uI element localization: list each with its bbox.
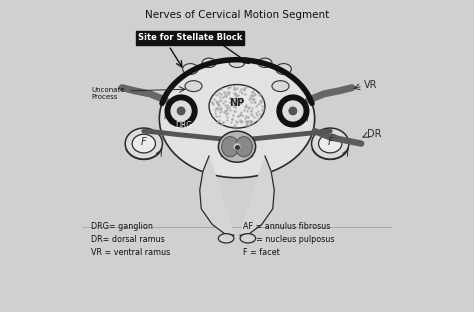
Ellipse shape xyxy=(240,234,255,243)
Text: VR: VR xyxy=(365,80,378,90)
Polygon shape xyxy=(200,156,234,235)
Ellipse shape xyxy=(222,137,239,157)
Ellipse shape xyxy=(159,60,315,178)
Text: NP = nucleus pulposus: NP = nucleus pulposus xyxy=(243,235,335,244)
Text: F: F xyxy=(328,137,333,147)
Ellipse shape xyxy=(182,64,198,75)
Ellipse shape xyxy=(185,81,202,91)
Text: Site for Stellate Block: Site for Stellate Block xyxy=(137,33,242,42)
Text: VR = ventral ramus: VR = ventral ramus xyxy=(91,248,170,257)
Text: Nerves of Cervical Motion Segment: Nerves of Cervical Motion Segment xyxy=(145,10,329,20)
Ellipse shape xyxy=(272,81,289,91)
Text: DRG= ganglion: DRG= ganglion xyxy=(91,222,153,231)
Circle shape xyxy=(277,95,309,126)
Circle shape xyxy=(171,101,191,121)
Circle shape xyxy=(177,107,185,115)
Text: Unconate
Process: Unconate Process xyxy=(91,87,125,100)
Ellipse shape xyxy=(311,128,349,159)
Text: F = facet: F = facet xyxy=(243,248,280,257)
Polygon shape xyxy=(221,154,253,158)
Circle shape xyxy=(283,101,303,121)
Ellipse shape xyxy=(234,143,240,150)
Text: DR= dorsal ramus: DR= dorsal ramus xyxy=(91,235,165,244)
Ellipse shape xyxy=(276,64,292,75)
Ellipse shape xyxy=(219,234,234,243)
Ellipse shape xyxy=(258,58,272,67)
Ellipse shape xyxy=(319,134,342,153)
Ellipse shape xyxy=(202,58,216,67)
Text: AF = annulus fibrosus: AF = annulus fibrosus xyxy=(243,222,330,231)
Text: NP: NP xyxy=(229,98,245,108)
Ellipse shape xyxy=(209,85,265,128)
Text: F: F xyxy=(141,137,146,147)
Ellipse shape xyxy=(219,131,255,162)
Ellipse shape xyxy=(235,137,252,157)
Ellipse shape xyxy=(125,128,163,159)
Ellipse shape xyxy=(132,134,155,153)
Text: DR: DR xyxy=(367,129,382,139)
Text: DRG: DRG xyxy=(176,121,193,129)
Ellipse shape xyxy=(229,58,245,67)
Circle shape xyxy=(289,107,297,115)
Circle shape xyxy=(165,95,197,126)
Polygon shape xyxy=(240,156,274,235)
